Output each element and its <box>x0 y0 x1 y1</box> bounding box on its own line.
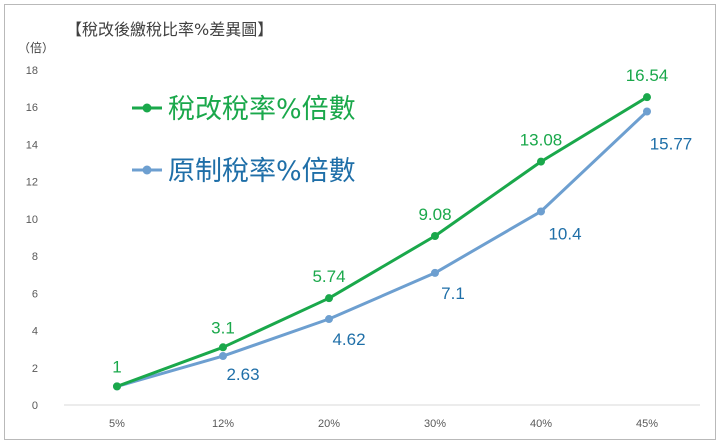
y-axis-unit-label: （倍） <box>18 40 54 55</box>
data-point-marker <box>325 315 333 324</box>
data-point-marker <box>537 157 545 166</box>
series-line-1 <box>116 110 649 388</box>
chart-frame <box>4 4 716 440</box>
y-tick-label: 18 <box>26 65 38 77</box>
data-label: 10.4 <box>548 224 581 243</box>
x-tick-label: 20% <box>318 418 340 430</box>
series-line-0 <box>116 95 648 388</box>
y-tick-label: 8 <box>32 251 38 263</box>
legend-label: 原制稅率%倍數 <box>168 156 356 187</box>
data-point-marker <box>113 382 121 391</box>
y-axis-ticks: 0 2 4 6 8 10 12 14 16 18 <box>26 65 38 412</box>
data-label: 5.74 <box>312 267 345 286</box>
y-tick-label: 16 <box>26 102 38 114</box>
data-point-marker <box>643 93 651 102</box>
data-label: 7.1 <box>441 284 465 303</box>
data-label: 3.1 <box>211 318 235 337</box>
legend-swatch-marker <box>142 103 152 113</box>
data-point-marker <box>537 207 545 216</box>
y-tick-label: 4 <box>32 326 38 338</box>
legend-swatch-marker <box>142 165 152 175</box>
legend-label: 稅改稅率%倍數 <box>168 94 356 125</box>
data-label: 16.54 <box>626 66 669 85</box>
data-label: 2.63 <box>226 365 259 384</box>
data-label: 13.08 <box>520 131 563 150</box>
x-tick-label: 40% <box>530 418 552 430</box>
y-tick-label: 0 <box>32 400 38 412</box>
x-tick-label: 5% <box>109 418 125 430</box>
y-tick-label: 14 <box>26 139 38 151</box>
x-tick-label: 12% <box>212 418 234 430</box>
data-label: 1 <box>112 357 121 376</box>
y-tick-label: 6 <box>32 288 38 300</box>
series-layer: 2.63 4.62 7.1 10.4 15.77 1 3.1 5.74 9.08 13.08 16.… <box>112 66 693 391</box>
chart-title: 【稅改後繳稅比率%差異圖】 <box>66 20 273 39</box>
data-label: 4.62 <box>332 330 365 349</box>
data-label: 9.08 <box>418 205 451 224</box>
data-point-marker <box>431 268 439 277</box>
data-point-marker <box>643 107 651 116</box>
data-label: 15.77 <box>650 135 693 154</box>
y-tick-label: 2 <box>32 363 38 375</box>
y-tick-label: 10 <box>26 214 38 226</box>
data-point-marker <box>219 343 227 352</box>
data-point-marker <box>431 232 439 241</box>
x-axis-ticks: 5% 12% 20% 30% 40% 45% <box>109 418 658 430</box>
data-point-marker <box>219 352 227 361</box>
x-tick-label: 45% <box>636 418 658 430</box>
x-tick-label: 30% <box>424 418 446 430</box>
data-point-marker <box>325 294 333 303</box>
y-tick-label: 12 <box>26 177 38 189</box>
